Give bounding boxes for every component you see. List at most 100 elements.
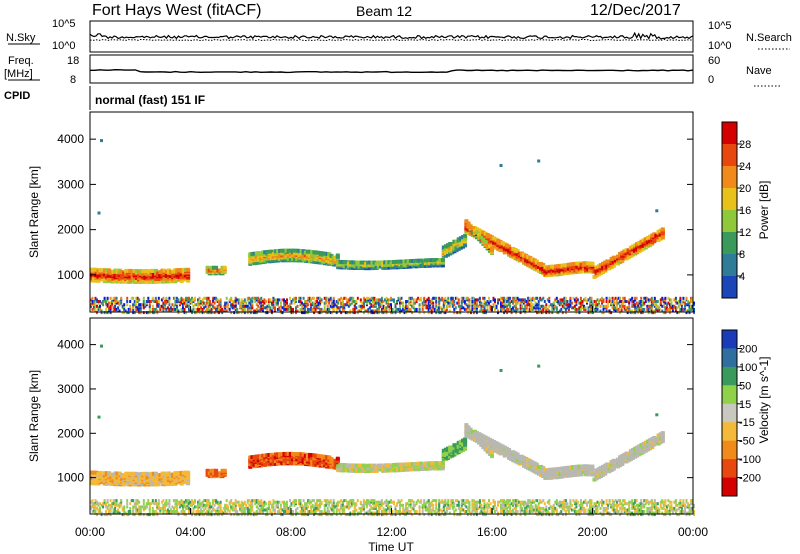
power-cell: [337, 298, 340, 302]
velocity-cell: [331, 461, 336, 466]
power-cell: [463, 243, 468, 248]
power-cell: [103, 296, 106, 300]
power-cell: [181, 267, 186, 272]
power-cell: [215, 307, 218, 311]
velocity-cell: [111, 505, 114, 509]
power-cell: [383, 265, 388, 270]
velocity-cell: [256, 460, 261, 465]
power-cell: [192, 298, 195, 302]
power-cell: [537, 262, 541, 267]
power-cell: [447, 304, 450, 308]
power-cell: [623, 296, 626, 300]
power-cell: [254, 309, 257, 313]
power-cell: [482, 304, 484, 308]
power-cell: [180, 301, 183, 305]
power-cell: [203, 301, 206, 305]
power-cell: [326, 304, 329, 308]
velocity-cell: [212, 468, 216, 473]
velocity-cell: [620, 454, 625, 458]
power-cell: [279, 309, 282, 313]
power-cell: [289, 309, 291, 313]
power-cell: [286, 304, 288, 308]
power-cell: [394, 303, 397, 307]
power-cell: [304, 307, 307, 311]
power-cell: [421, 303, 424, 307]
power-cell: [151, 304, 154, 308]
power-cell: [115, 300, 118, 303]
velocity-cell: [502, 445, 507, 450]
power-cell: [240, 301, 243, 305]
velocity-cell: [106, 513, 109, 517]
power-cell: [314, 301, 317, 305]
power-cell: [191, 311, 193, 315]
power-cell: [436, 307, 439, 311]
power-cell: [109, 307, 112, 311]
velocity-cell: [554, 467, 559, 472]
power-cell: [93, 304, 95, 308]
velocity-cell: [658, 436, 663, 441]
power-cell: [536, 311, 539, 315]
power-cell: [385, 300, 388, 303]
power-cell: [610, 301, 613, 305]
velocity-cell: [477, 436, 482, 441]
power-cell: [560, 303, 563, 307]
velocity-cell: [90, 470, 94, 475]
velocity-cell: [466, 434, 471, 439]
power-cell: [322, 309, 325, 313]
power-cell: [634, 296, 637, 300]
velocity-cell: [376, 463, 381, 468]
power-cell: [191, 296, 193, 300]
power-cell: [377, 309, 380, 313]
power-cell: [94, 267, 99, 272]
power-cell: [626, 311, 629, 315]
power-cell: [296, 309, 299, 313]
power-cell: [631, 304, 634, 308]
power-cell: [236, 311, 239, 315]
velocity-cell: [556, 467, 561, 472]
power-cell: [507, 244, 512, 249]
power-cell: [384, 309, 386, 313]
power-cell: [400, 263, 405, 268]
velocity-cell: [162, 471, 167, 476]
power-cell: [183, 298, 186, 302]
power-cell: [364, 309, 367, 313]
power-cell: [393, 265, 398, 270]
power-cell: [289, 303, 291, 307]
velocity-cell: [111, 472, 116, 477]
velocity-cell: [151, 475, 156, 480]
power-cell: [624, 248, 629, 253]
power-cell: [308, 296, 311, 300]
power-cell: [186, 298, 189, 302]
power-cell: [419, 262, 424, 267]
power-cell: [579, 304, 582, 308]
power-cell: [148, 300, 151, 303]
power-cell: [503, 307, 506, 311]
power-cell: [555, 300, 558, 303]
power-cell: [299, 249, 304, 253]
power-cell: [646, 307, 649, 311]
velocity-cell: [205, 468, 210, 473]
velocity-cell: [592, 472, 597, 477]
velocity-cell: [660, 437, 665, 442]
power-cell: [157, 300, 160, 303]
power-cell: [119, 270, 124, 275]
power-cell: [189, 300, 192, 303]
power-cell: [197, 309, 199, 313]
velocity-cell: [626, 451, 631, 456]
power-cell: [106, 296, 109, 300]
power-cell: [569, 303, 572, 307]
power-cell: [258, 301, 261, 305]
power-cell: [201, 303, 204, 307]
power-cell: [411, 259, 415, 263]
power-cell: [661, 298, 664, 302]
power-cell: [423, 300, 426, 303]
power-cell: [480, 301, 483, 305]
power-cell: [638, 301, 641, 305]
velocity-cell: [90, 500, 92, 504]
velocity-cell: [99, 506, 101, 510]
velocity-cell: [256, 454, 261, 459]
power-cell: [329, 253, 334, 258]
power-cell: [234, 296, 237, 300]
power-cell: [302, 296, 305, 300]
power-cell: [364, 298, 367, 302]
